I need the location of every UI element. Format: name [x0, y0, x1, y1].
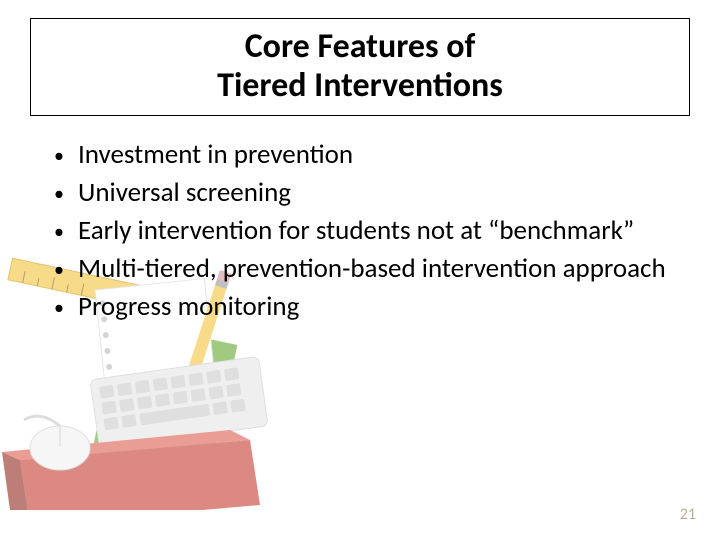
list-item: • Universal screening [50, 176, 670, 212]
bullet-text: Universal screening [78, 176, 291, 211]
bullet-marker: • [50, 214, 78, 250]
bullet-marker: • [50, 290, 78, 326]
list-item: • Multi-tiered, prevention-based interve… [50, 252, 670, 288]
page-number: 21 [680, 505, 696, 524]
bullet-marker: • [50, 252, 78, 288]
bullet-text: Progress monitoring [78, 290, 299, 325]
list-item: • Progress monitoring [50, 290, 670, 326]
list-item: • Early intervention for students not at… [50, 214, 670, 250]
title-line-2: Tiered Interventions [31, 66, 689, 105]
bullet-marker: • [50, 176, 78, 212]
title-box: Core Features of Tiered Interventions [30, 18, 690, 116]
bullet-text: Multi-tiered, prevention-based intervent… [78, 252, 666, 287]
list-item: • Investment in prevention [50, 138, 670, 174]
bullet-text: Investment in prevention [78, 138, 353, 173]
bullet-marker: • [50, 138, 78, 174]
title-line-1: Core Features of [31, 27, 689, 66]
bullet-list: • Investment in prevention • Universal s… [50, 138, 670, 326]
bullet-text: Early intervention for students not at “… [78, 214, 634, 249]
